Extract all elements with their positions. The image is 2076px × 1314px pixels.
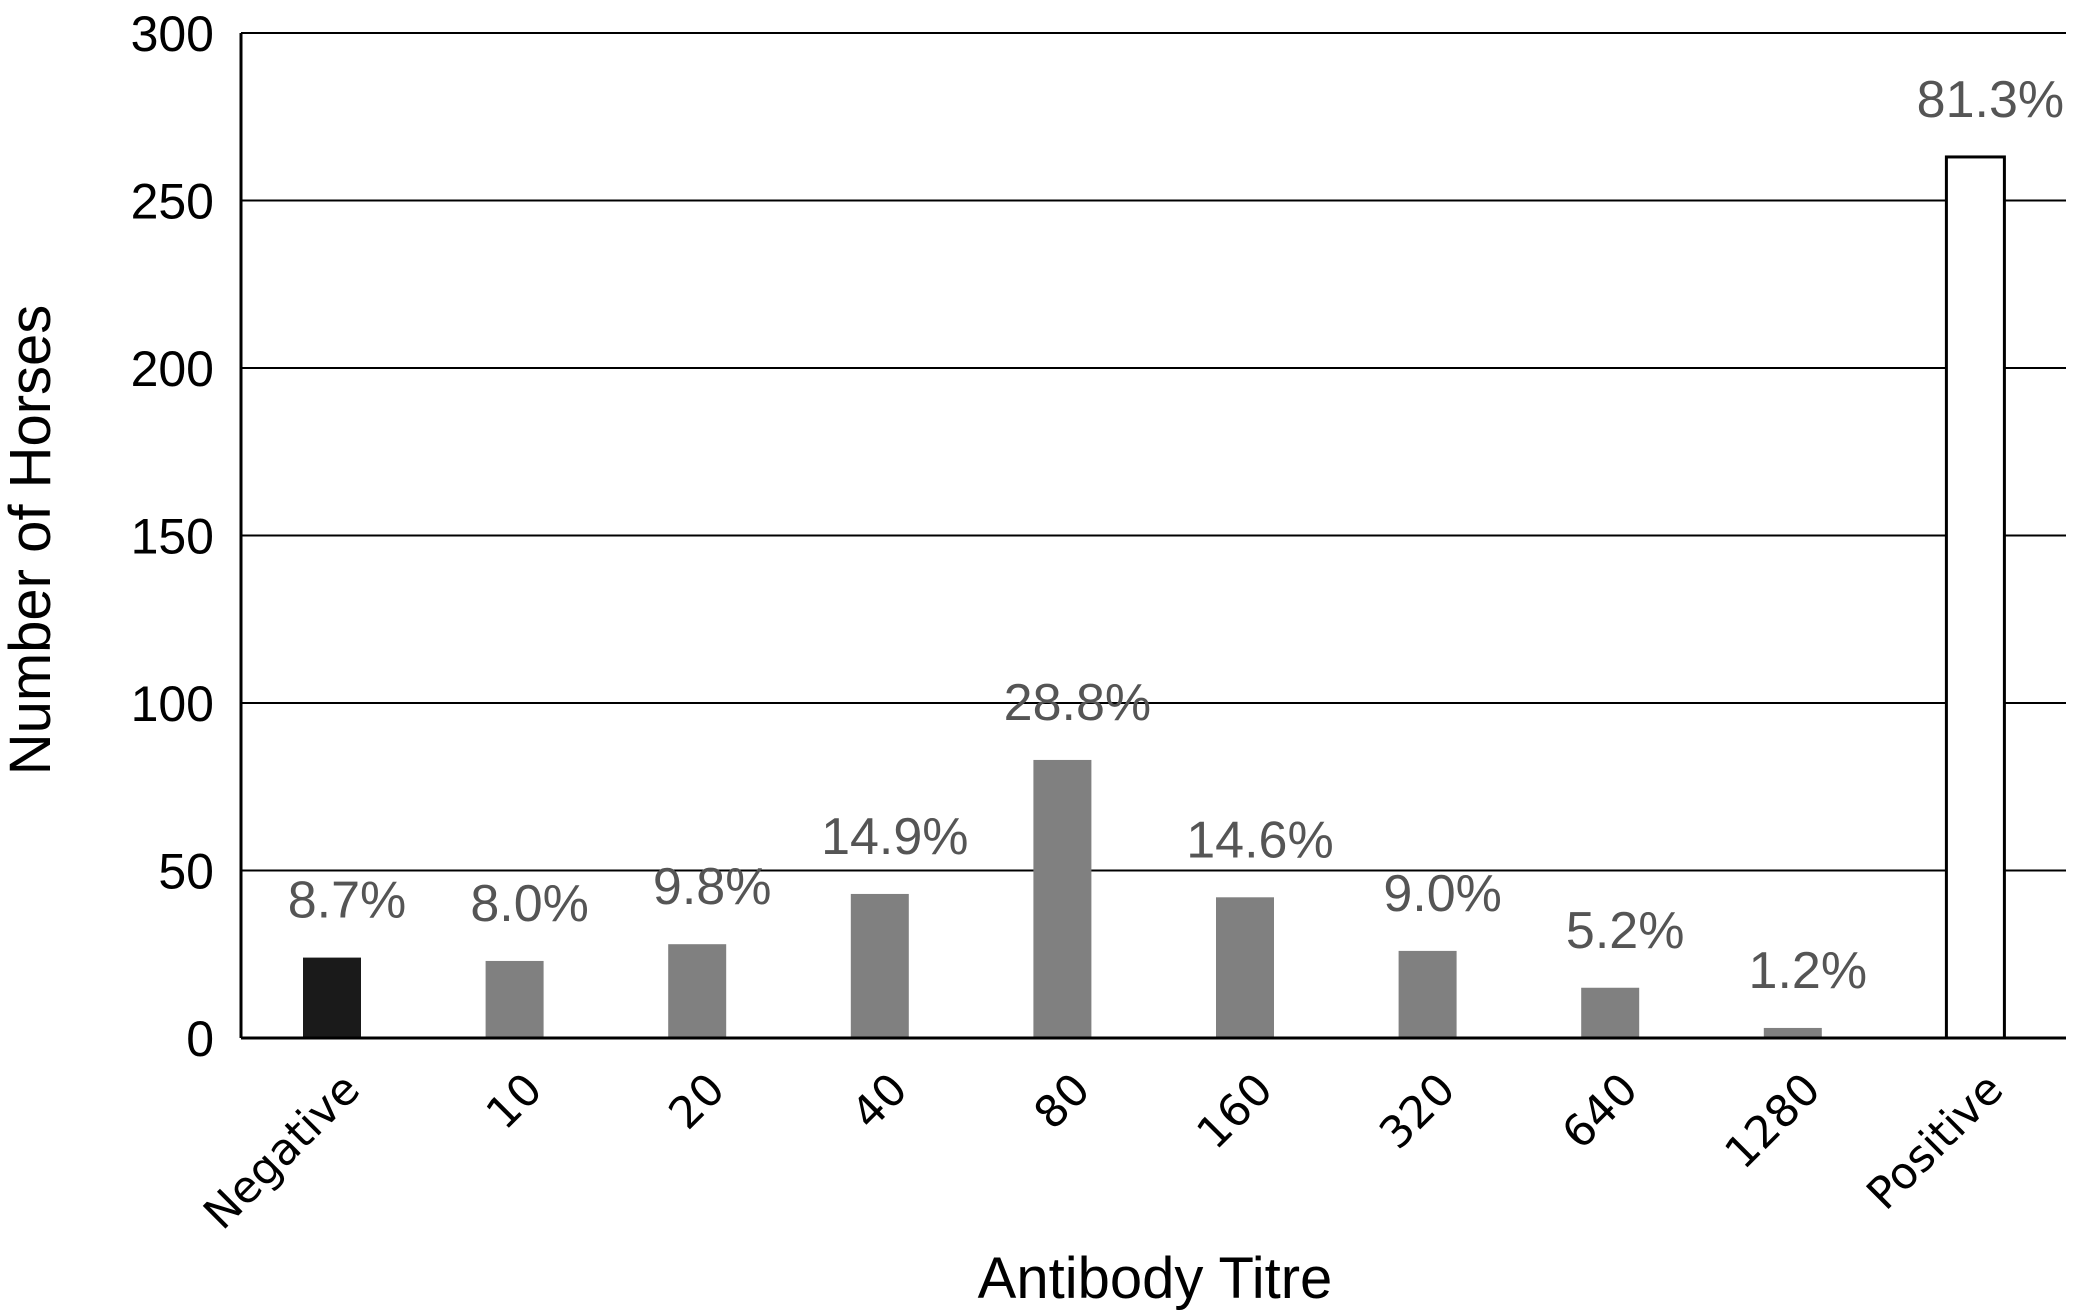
axes xyxy=(239,33,2066,1040)
y-tick-label: 50 xyxy=(158,844,214,900)
y-tick-label: 100 xyxy=(131,676,214,732)
bar xyxy=(485,960,544,1038)
x-tick-label: 80 xyxy=(1025,1064,1101,1140)
y-axis-title: Number of Horses xyxy=(0,305,63,776)
x-axis-title: Antibody Titre xyxy=(978,1246,1333,1311)
x-tick-label: Negative xyxy=(194,1064,370,1240)
y-tick-label: 200 xyxy=(131,341,214,397)
y-tick-label: 300 xyxy=(131,6,214,62)
data-label: 8.0% xyxy=(470,875,589,933)
data-label: 81.3% xyxy=(1917,71,2064,129)
data-label: 5.2% xyxy=(1566,902,1685,960)
x-tick-label: Positive xyxy=(1857,1064,2013,1220)
bar xyxy=(1581,987,1640,1038)
bar xyxy=(1033,759,1092,1038)
x-tick-label: 320 xyxy=(1370,1064,1465,1159)
y-tick-label: 0 xyxy=(186,1011,214,1067)
x-tick-label: 20 xyxy=(659,1064,735,1140)
bar xyxy=(850,893,909,1038)
bar xyxy=(668,944,727,1038)
bar xyxy=(303,957,361,1038)
bar xyxy=(1763,1027,1822,1038)
data-labels: 8.7% 8.0% 9.8% 14.9% 28.8% 14.6% 9.0% 5.2% 1.2% 8… xyxy=(288,71,2064,1000)
x-tick-label: 10 xyxy=(477,1064,553,1140)
data-label: 14.6% xyxy=(1186,811,1333,869)
data-label: 9.8% xyxy=(653,858,772,916)
x-tick-label: 1280 xyxy=(1715,1064,1830,1179)
x-tick-label: 160 xyxy=(1187,1064,1282,1159)
gridlines xyxy=(241,32,2066,872)
data-label: 8.7% xyxy=(288,872,407,930)
x-tick-labels: Negative 10 20 40 80 160 320 640 1280 Positive xyxy=(194,1064,2013,1240)
data-label: 9.0% xyxy=(1383,865,1502,923)
bar xyxy=(1398,950,1457,1038)
y-tick-labels: 0 50 100 150 200 250 300 xyxy=(131,6,214,1067)
bar xyxy=(1216,897,1274,1038)
y-tick-label: 150 xyxy=(131,509,214,565)
bar xyxy=(1944,155,2006,1040)
y-tick-label: 250 xyxy=(131,174,214,230)
x-tick-label: 40 xyxy=(842,1064,918,1140)
x-tick-label: 640 xyxy=(1553,1064,1648,1159)
data-label: 1.2% xyxy=(1749,942,1868,1000)
data-label: 28.8% xyxy=(1004,674,1151,732)
data-label: 14.9% xyxy=(821,808,968,866)
bars xyxy=(303,155,2006,1040)
